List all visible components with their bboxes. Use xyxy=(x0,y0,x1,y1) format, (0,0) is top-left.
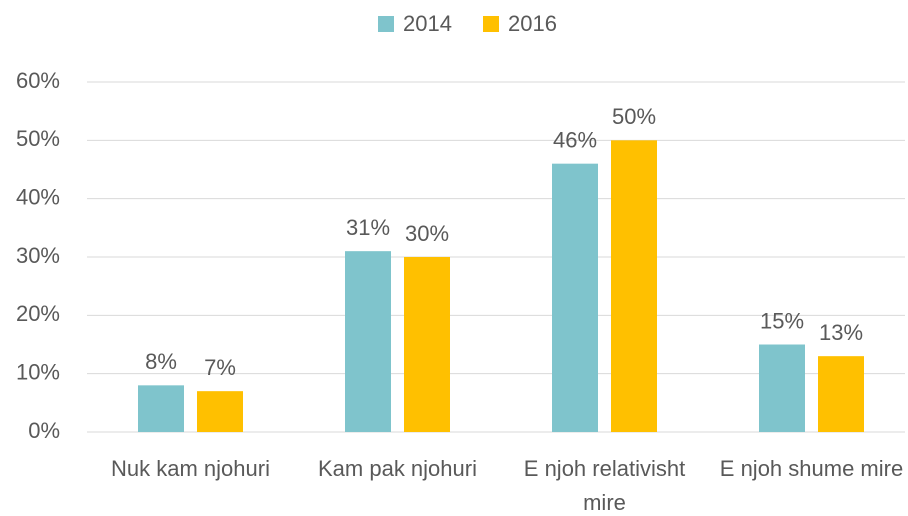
legend-swatch xyxy=(483,16,499,32)
y-tick-label: 0% xyxy=(28,418,60,443)
bar xyxy=(759,344,805,432)
value-label: 7% xyxy=(204,355,236,380)
bar xyxy=(138,385,184,432)
value-label: 30% xyxy=(405,221,449,246)
x-tick-label: E njoh shume mire xyxy=(719,456,904,481)
y-tick-label: 20% xyxy=(16,301,60,326)
legend-swatch xyxy=(378,16,394,32)
value-label: 8% xyxy=(145,349,177,374)
bar xyxy=(818,356,864,432)
y-tick-label: 60% xyxy=(16,68,60,93)
value-label: 46% xyxy=(553,127,597,152)
bar xyxy=(197,391,243,432)
x-tick-label: Nuk kam njohuri xyxy=(111,456,270,481)
value-label: 15% xyxy=(760,308,804,333)
legend-label: 2016 xyxy=(508,11,557,36)
x-tick-label: E njoh relativisht mire xyxy=(523,456,686,515)
x-tick-label: Kam pak njohuri xyxy=(318,456,477,481)
y-tick-label: 40% xyxy=(16,184,60,209)
value-label: 31% xyxy=(346,215,390,240)
y-tick-label: 10% xyxy=(16,359,60,384)
y-tick-label: 50% xyxy=(16,126,60,151)
value-label: 13% xyxy=(819,320,863,345)
bar xyxy=(404,257,450,432)
bar xyxy=(611,140,657,433)
bar xyxy=(552,163,598,432)
value-label: 50% xyxy=(612,104,656,129)
legend-label: 2014 xyxy=(403,11,452,36)
bar xyxy=(345,251,391,432)
y-tick-label: 30% xyxy=(16,243,60,268)
